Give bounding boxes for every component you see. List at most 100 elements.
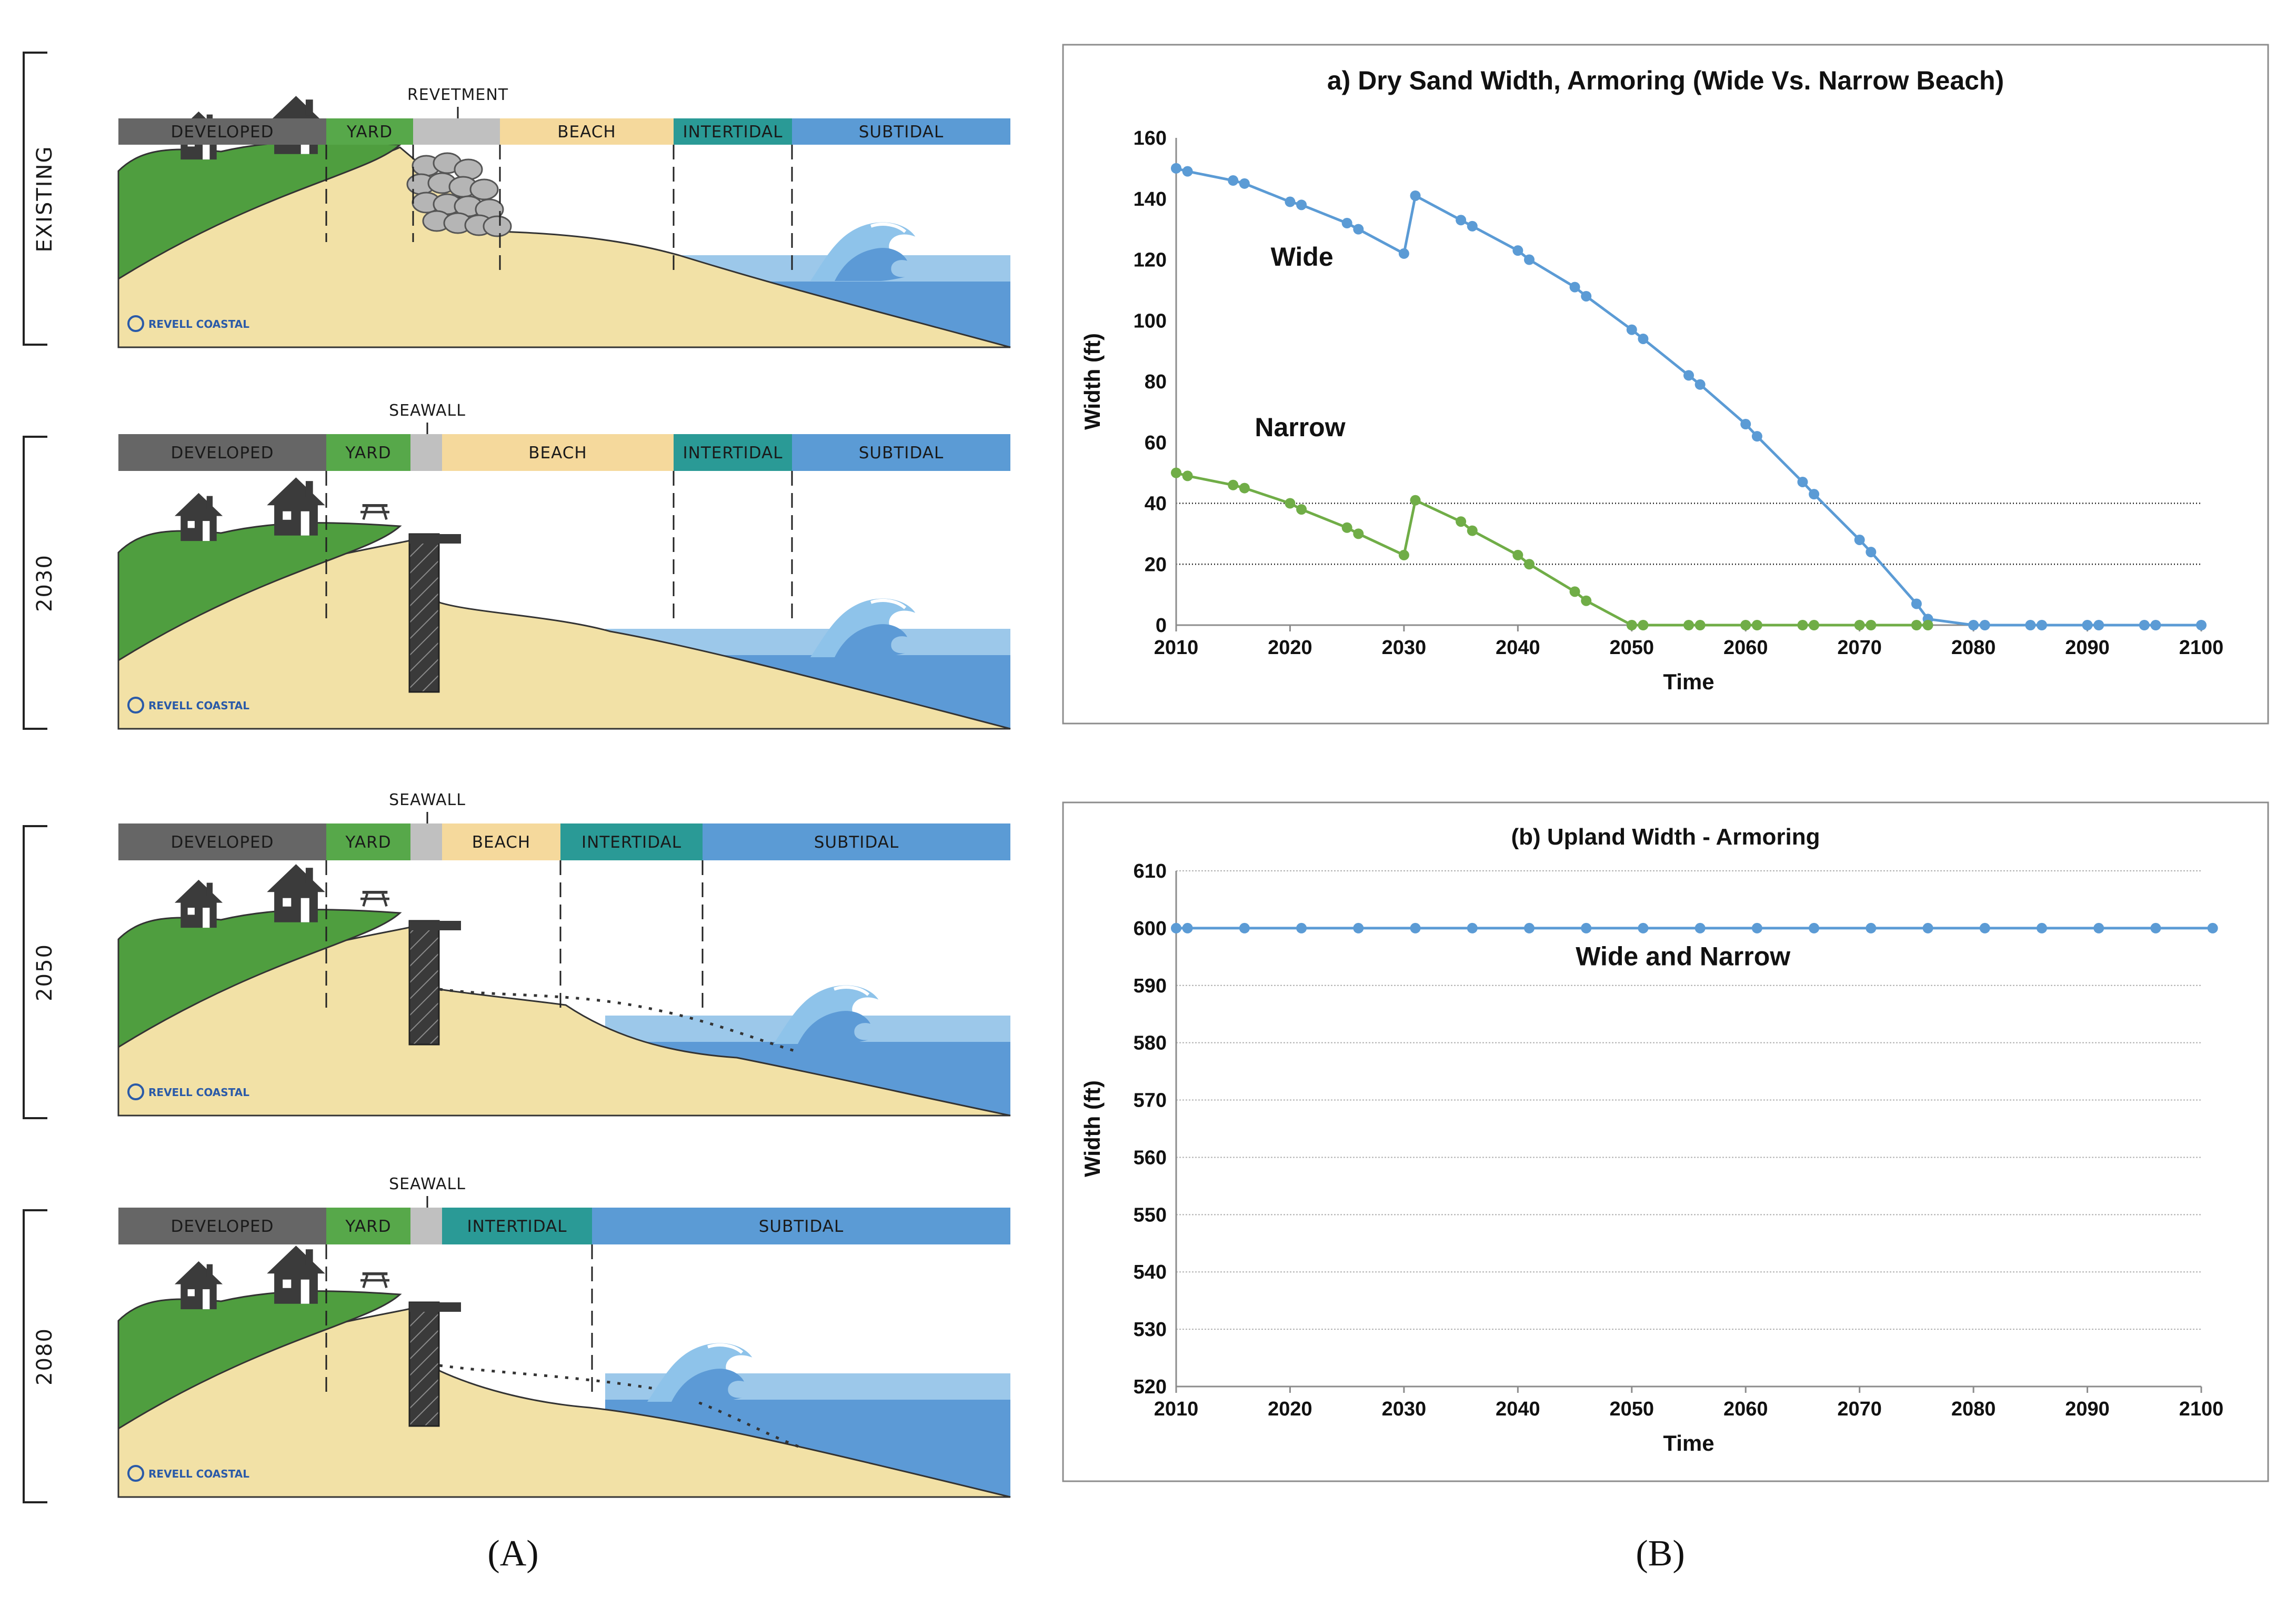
data-point: [2036, 620, 2047, 630]
series-annotation: Wide and Narrow: [1576, 942, 1790, 971]
data-point: [1911, 620, 1922, 630]
y-tick-label: 140: [1134, 188, 1167, 210]
data-point: [1581, 290, 1592, 302]
data-point: [1569, 586, 1580, 597]
zone-label: BEACH: [557, 123, 616, 142]
zone-segment: [792, 434, 1010, 471]
x-tick-label: 2060: [1723, 1398, 1768, 1420]
y-tick-label: 540: [1134, 1261, 1167, 1283]
house-icon: [174, 493, 223, 541]
data-point: [1467, 220, 1478, 232]
house-icon: [174, 1261, 223, 1310]
x-axis-title: Time: [1663, 669, 1714, 694]
data-point: [1467, 525, 1478, 536]
y-axis-title: Width (ft): [1080, 1080, 1105, 1177]
row-label: 2030: [33, 554, 57, 612]
zone-label: SUBTIDAL: [814, 833, 899, 852]
data-point: [1239, 483, 1250, 494]
zone-segment: [118, 118, 326, 145]
seawall: [408, 533, 440, 693]
zone-segment: [592, 1208, 1010, 1244]
y-tick-label: 610: [1134, 860, 1167, 882]
data-point: [1866, 620, 1877, 630]
data-point: [1228, 479, 1239, 490]
data-point: [2093, 922, 2104, 933]
zone-segment: [326, 823, 410, 860]
data-point: [1523, 922, 1535, 933]
data-point: [1182, 922, 1193, 933]
y-tick-label: 570: [1134, 1090, 1167, 1112]
panel-b-label: (B): [1636, 1533, 1685, 1574]
y-tick-label: 600: [1134, 918, 1167, 940]
zone-label: DEVELOPED: [171, 123, 274, 142]
zone-label: YARD: [345, 444, 391, 463]
seawall: [408, 920, 440, 1046]
chart-frame: [1062, 801, 2269, 1482]
row-label: 2080: [33, 1328, 57, 1385]
zone-segment: [410, 823, 442, 860]
data-point: [2150, 922, 2161, 933]
x-tick-label: 2070: [1837, 637, 1882, 659]
y-tick-label: 0: [1156, 615, 1167, 637]
data-point: [1171, 922, 1181, 933]
zone-label: SUBTIDAL: [859, 123, 944, 142]
data-point: [1797, 476, 1808, 487]
y-tick-label: 550: [1134, 1204, 1167, 1226]
x-tick-label: 2010: [1154, 1398, 1199, 1420]
data-point: [1683, 370, 1694, 381]
row-bracket: [23, 436, 47, 730]
y-tick-label: 40: [1145, 493, 1167, 515]
row-label: 2050: [33, 943, 57, 1001]
zone-segment: [118, 434, 326, 471]
data-point: [1512, 549, 1523, 560]
data-point: [1467, 922, 1478, 933]
y-tick-label: 100: [1134, 310, 1167, 332]
data-point: [1809, 620, 1820, 630]
upland-grass: [117, 909, 402, 1049]
x-tick-label: 2020: [1268, 1398, 1312, 1420]
data-point: [1182, 470, 1193, 481]
upland-width-chart: (b) Upland Width - Armoring 520 530 540 550 5…: [1062, 801, 2269, 1482]
shoreline-diagram: EXISTING REVETMENT REVELL COASTAL DEVELOPED…: [23, 52, 1011, 1503]
y-tick-label: 560: [1134, 1147, 1167, 1169]
x-tick-label: 2020: [1268, 637, 1312, 659]
data-point: [2196, 620, 2207, 630]
data-point: [1740, 419, 1751, 430]
house-icon: [267, 1246, 325, 1304]
zone-segment: [326, 118, 413, 145]
data-point: [1353, 922, 1364, 933]
zone-segment: [326, 434, 410, 471]
x-tick-label: 2030: [1382, 637, 1427, 659]
y-tick-label: 590: [1134, 975, 1167, 997]
profile-row: EXISTING REVETMENT REVELL COASTAL DEVELOPED…: [23, 52, 1011, 348]
data-point: [1410, 922, 1421, 933]
data-point: [1922, 922, 1933, 933]
data-point: [1968, 620, 1979, 630]
zone-label: DEVELOPED: [171, 1217, 274, 1236]
y-tick-label: 60: [1145, 432, 1167, 454]
zone-segment: [792, 118, 1010, 145]
data-point: [2025, 620, 2036, 630]
copyright-icon: [127, 1083, 144, 1100]
data-point: [1285, 196, 1296, 207]
data-point: [1353, 528, 1364, 539]
x-tick-label: 2030: [1382, 1398, 1427, 1420]
data-point: [1638, 922, 1649, 933]
logo-text: REVELL COASTAL: [148, 699, 249, 712]
x-tick-label: 2060: [1723, 637, 1768, 659]
x-tick-label: 2040: [1496, 637, 1540, 659]
data-point: [1239, 178, 1250, 189]
zone-segment: [410, 434, 442, 471]
rock: [483, 215, 512, 237]
data-point: [1751, 431, 1762, 442]
data-point: [1695, 379, 1706, 390]
data-point: [1296, 199, 1307, 210]
row-bracket: [23, 52, 47, 346]
data-point: [1751, 922, 1762, 933]
data-point: [2093, 620, 2104, 630]
data-point: [2207, 922, 2218, 933]
profile-row: 2050 SEAWALL REVELL COASTAL DEVELOPED YARD BE…: [23, 791, 1011, 1119]
data-point: [1182, 166, 1193, 177]
zone-segment: [413, 118, 500, 145]
zone-segment: [326, 1208, 410, 1244]
